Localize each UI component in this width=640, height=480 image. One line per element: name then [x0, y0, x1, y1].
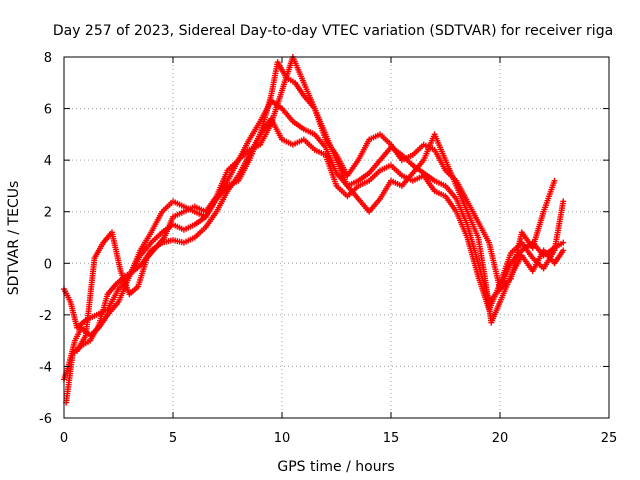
x-tick-label: 0	[60, 431, 68, 446]
y-tick-label: 4	[44, 154, 52, 169]
x-tick-label: 15	[383, 431, 400, 446]
y-axis-label: SDTVAR / TECUs	[6, 181, 22, 296]
data-point	[560, 198, 567, 205]
y-tick-label: 2	[44, 206, 52, 221]
chart-title: Day 257 of 2023, Sidereal Day-to-day VTE…	[53, 23, 613, 39]
axis-ticks: 0 5 10 15 20 25 -6 -4 -2 0 2 4 6 8	[39, 51, 617, 446]
x-tick-label: 5	[169, 431, 177, 446]
x-tick-label: 20	[492, 431, 509, 446]
plot-frame	[63, 56, 610, 419]
data-point	[560, 247, 567, 254]
y-tick-label: -6	[39, 412, 52, 427]
x-tick-label: 25	[601, 431, 618, 446]
y-tick-label: 8	[44, 51, 52, 66]
x-tick-label: 10	[274, 431, 291, 446]
y-tick-label: 0	[44, 257, 52, 272]
x-axis-label: GPS time / hours	[277, 459, 394, 475]
data-point	[551, 177, 558, 184]
y-tick-label: -2	[39, 309, 52, 324]
y-tick-label: 6	[44, 103, 52, 118]
data-point	[560, 239, 567, 246]
y-tick-label: -4	[39, 360, 52, 375]
data-points	[61, 54, 567, 406]
